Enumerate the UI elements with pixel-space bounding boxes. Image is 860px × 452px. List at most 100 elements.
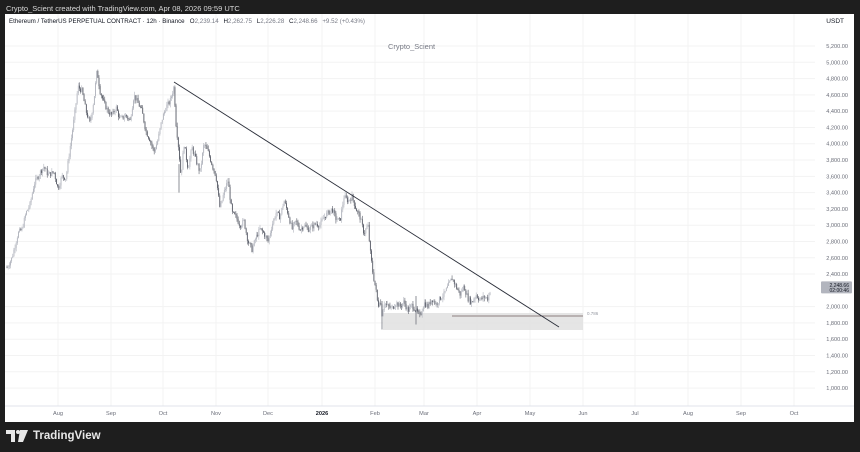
candle-body bbox=[169, 97, 171, 105]
candle-body bbox=[345, 195, 347, 198]
candle-body bbox=[62, 175, 64, 178]
candle-body bbox=[444, 290, 446, 292]
candle-body bbox=[341, 209, 343, 221]
candle-body bbox=[291, 222, 293, 229]
candle-body bbox=[44, 167, 46, 169]
time-axis-label: 2026 bbox=[316, 411, 328, 417]
candle-body bbox=[211, 161, 213, 165]
candle-body bbox=[47, 173, 49, 176]
candle-body bbox=[200, 163, 202, 169]
candle-body bbox=[284, 201, 286, 204]
candle-body bbox=[165, 110, 167, 112]
candle-body bbox=[425, 302, 427, 307]
price-axis-label: 3,000.00 bbox=[826, 223, 848, 229]
candle-body bbox=[197, 164, 199, 165]
price-axis-label: 4,800.00 bbox=[826, 77, 848, 83]
tradingview-logo-icon bbox=[6, 430, 28, 442]
candle-body bbox=[359, 213, 361, 220]
candle-body bbox=[221, 200, 223, 203]
time-axis-label: Dec bbox=[263, 411, 273, 417]
candle-body bbox=[248, 241, 249, 244]
candle-body bbox=[405, 303, 407, 310]
candle-body bbox=[120, 116, 122, 118]
candle-body bbox=[352, 194, 354, 201]
candle-body bbox=[268, 236, 270, 242]
price-axis-label: 2,600.00 bbox=[826, 256, 848, 262]
candle-body bbox=[236, 214, 238, 220]
candle-body bbox=[258, 229, 260, 237]
candlestick-chart[interactable]: 5,200.00 5,000.00 4,800.00 4,600.00 4,400.00… bbox=[5, 14, 854, 422]
candle-body bbox=[114, 111, 116, 113]
candle-body bbox=[122, 115, 124, 119]
candle-body bbox=[53, 172, 55, 174]
candle-body bbox=[10, 261, 11, 266]
symbol-title[interactable]: Ethereum / TetherUS PERPETUAL CONTRACT ·… bbox=[9, 18, 185, 25]
candle-body bbox=[279, 212, 280, 220]
candle-body bbox=[46, 168, 48, 176]
candle-body bbox=[296, 220, 298, 222]
candle-body bbox=[273, 218, 275, 224]
candle-body bbox=[157, 140, 159, 145]
candle-body bbox=[386, 303, 387, 305]
candle-body bbox=[141, 107, 142, 108]
candle-body bbox=[379, 302, 381, 307]
candle-body bbox=[474, 297, 476, 300]
candle-body bbox=[82, 87, 84, 95]
candle-body bbox=[203, 145, 205, 153]
candle-body bbox=[190, 150, 192, 159]
candle-body bbox=[31, 193, 33, 199]
candle-body bbox=[336, 219, 338, 221]
candle-body bbox=[52, 171, 54, 173]
candle-body bbox=[479, 299, 481, 301]
candle-body bbox=[314, 223, 316, 225]
candle-body bbox=[26, 210, 27, 215]
candle-body bbox=[487, 297, 489, 301]
candle-body bbox=[394, 307, 395, 309]
candle-body bbox=[452, 279, 454, 281]
candle-body bbox=[305, 225, 307, 227]
candle-body bbox=[185, 148, 187, 160]
candle-body bbox=[298, 225, 300, 230]
candle-body bbox=[92, 104, 94, 113]
candle-body bbox=[158, 133, 160, 141]
candle-body bbox=[95, 82, 96, 97]
candle-body bbox=[146, 131, 148, 137]
candle-body bbox=[271, 229, 272, 234]
candle-body bbox=[465, 290, 467, 295]
candle-body bbox=[388, 304, 390, 307]
candle-body bbox=[8, 265, 10, 267]
chart-frame[interactable]: 5,200.00 5,000.00 4,800.00 4,600.00 4,400.00… bbox=[5, 14, 854, 422]
candle-body bbox=[64, 177, 65, 180]
candle-body bbox=[77, 85, 79, 94]
descending-trendline[interactable] bbox=[173, 81, 560, 328]
candle-body bbox=[220, 202, 222, 207]
candle-body bbox=[176, 126, 178, 138]
candle-body bbox=[93, 96, 95, 105]
candle-body bbox=[384, 303, 386, 305]
candle-body bbox=[11, 257, 13, 262]
candle-body bbox=[74, 109, 76, 120]
candle-body bbox=[365, 228, 367, 234]
candle-body bbox=[150, 141, 152, 143]
candle-body bbox=[390, 306, 392, 308]
candle-body bbox=[16, 237, 18, 243]
candle-body bbox=[396, 302, 398, 306]
candle-body bbox=[280, 214, 282, 220]
candle-body bbox=[202, 152, 203, 164]
candle-body bbox=[418, 311, 420, 313]
candle-body bbox=[428, 302, 430, 308]
candle-body bbox=[458, 290, 460, 292]
currency-label[interactable]: USDT bbox=[826, 18, 844, 25]
candle-body bbox=[35, 178, 37, 185]
candle-body bbox=[81, 87, 83, 92]
candle-body bbox=[440, 296, 441, 300]
candle-body bbox=[383, 304, 385, 311]
candle-body bbox=[20, 228, 22, 231]
candle-body bbox=[266, 235, 268, 239]
candle-body bbox=[73, 119, 75, 131]
candle-body bbox=[45, 168, 47, 170]
candle-body bbox=[344, 195, 346, 199]
candle-body bbox=[319, 225, 321, 228]
support-zone-rectangle[interactable] bbox=[383, 313, 583, 330]
candle-body bbox=[470, 297, 471, 304]
